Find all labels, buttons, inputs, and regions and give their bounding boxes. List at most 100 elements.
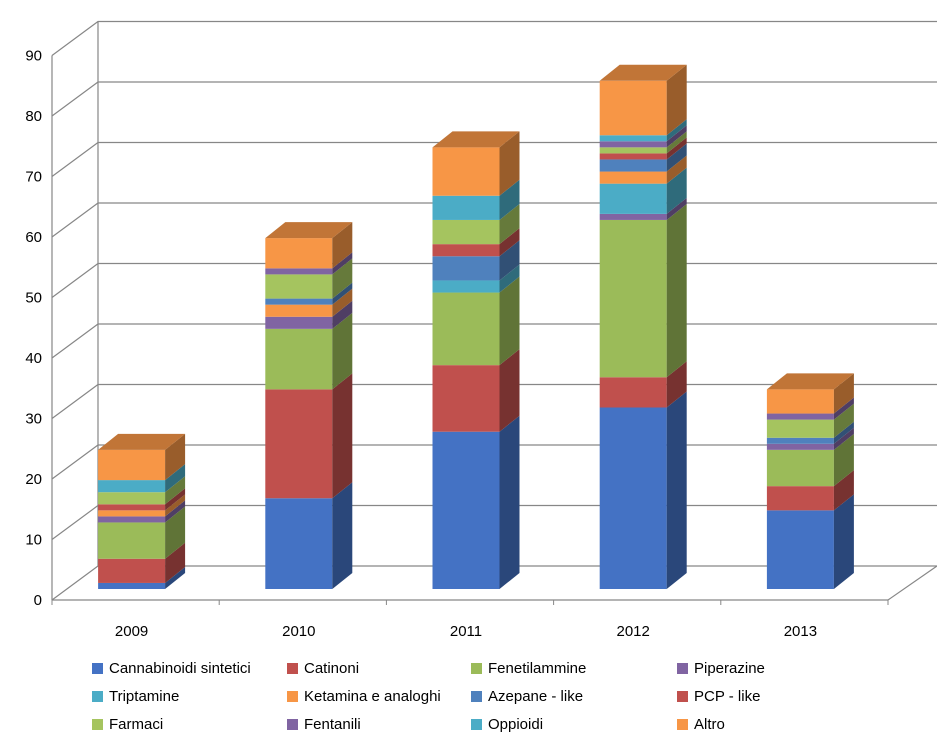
bar-segment (432, 431, 500, 589)
legend-item: Farmaci (92, 714, 163, 734)
bar-segment-side (833, 494, 854, 589)
bar-segment-side (332, 258, 353, 299)
bar-top-face (265, 222, 353, 239)
bar-top-face (432, 131, 520, 148)
legend-swatch (287, 662, 298, 674)
bar-segment (599, 213, 667, 220)
bar-segment (98, 449, 166, 481)
bar-segment (599, 183, 667, 214)
legend-item: Azepane - like (471, 686, 583, 706)
legend-label: Piperazine (694, 659, 765, 677)
bar-segment-side (499, 276, 520, 366)
bar-segment-side (165, 500, 186, 523)
y-tick-label: 60 (25, 229, 42, 246)
bar-segment (432, 256, 500, 281)
bar-segment-side (666, 64, 687, 136)
bar-segment (265, 328, 333, 390)
bar-segment-side (332, 312, 353, 390)
y-tick-label: 80 (25, 108, 42, 125)
legend-item: Fenetilammine (471, 658, 586, 678)
bar-segment-side (165, 476, 186, 505)
y-tick-label: 70 (25, 169, 42, 186)
bar-top-face (766, 373, 854, 390)
bar-segment-side (666, 361, 687, 408)
legend-label: Catinoni (304, 659, 360, 677)
x-tick-label: 2011 (450, 623, 482, 640)
bar-segment (265, 298, 333, 305)
bar-segment (98, 492, 166, 505)
bar-segment (766, 419, 834, 438)
bar-segment-side (165, 464, 186, 493)
bar-segment-side (833, 403, 854, 438)
legend-item: Piperazine (677, 658, 765, 678)
bar-segment-side (499, 264, 520, 293)
legend-label: Cannabinoidi sintetici (109, 659, 251, 677)
bar-segment-side (666, 167, 687, 214)
bar-segment-side (833, 427, 854, 450)
bar-segment-side (499, 131, 520, 196)
bar-segment-side (332, 373, 353, 499)
bar-segment (599, 153, 667, 160)
legend-label: Oppioidi (488, 715, 544, 733)
y-tick-label: 90 (25, 48, 42, 65)
floor-right-edge (887, 565, 937, 601)
y-tick-label: 30 (25, 411, 42, 428)
bar-segment (265, 304, 333, 317)
bar-segment-side (165, 542, 186, 583)
legend-swatch (677, 718, 688, 730)
bar-segment-side (666, 125, 687, 148)
legend-item: Cannabinoidi sintetici (92, 658, 251, 678)
bar-segment (432, 280, 500, 293)
bar-segment (766, 486, 834, 511)
legend-swatch (287, 690, 298, 702)
bar-segment-side (666, 131, 687, 154)
bar-segment (98, 480, 166, 493)
bar-segment (98, 504, 166, 511)
legend-item: Catinoni (287, 658, 359, 678)
legend-label: PCP - like (694, 687, 761, 705)
y-tick-label: 10 (25, 532, 42, 549)
legend-swatch (471, 718, 482, 730)
legend-swatch (287, 718, 298, 730)
legend-swatch (471, 662, 482, 674)
bar-segment (98, 516, 166, 523)
bar-segment (265, 389, 333, 499)
bar-segment (265, 498, 333, 589)
bar-segment (265, 316, 333, 329)
legend-label: Fentanili (304, 715, 361, 733)
legend-label: Triptamine (109, 687, 180, 705)
legend-item: Ketamina e analoghi (287, 686, 441, 706)
x-tick-label: 2013 (784, 623, 817, 640)
bar-segment (98, 582, 166, 589)
bar-segment (432, 365, 500, 432)
bar-segment (599, 159, 667, 172)
bar-segment-side (666, 155, 687, 184)
bar-segment-side (833, 373, 854, 414)
bar-segment (432, 292, 500, 366)
bar-segment (599, 141, 667, 148)
x-tick-label: 2010 (282, 623, 315, 640)
bar-segment (98, 510, 166, 517)
bar-segment (599, 147, 667, 154)
x-tick-label: 2012 (617, 623, 650, 640)
legend-label: Ketamina e analoghi (304, 687, 441, 705)
axes: 0 10 20 30 40 50 60 70 80 90 2009 2010 2011 2012 2013 (25, 48, 889, 640)
bars (98, 64, 854, 589)
bar-segment (265, 268, 333, 275)
bar-segment-side (499, 203, 520, 245)
legend-swatch (471, 690, 482, 702)
legend-swatch (92, 718, 103, 730)
bar-segment (599, 80, 667, 136)
bar-segment-side (499, 228, 520, 257)
bar-segment-side (332, 482, 353, 589)
gridline (51, 81, 937, 117)
bar-segment-side (833, 433, 854, 487)
bar-segment-side (165, 494, 186, 517)
bar-segment (98, 522, 166, 559)
bar-segment (766, 443, 834, 450)
bar-segment-side (833, 470, 854, 511)
legend-swatch (677, 662, 688, 674)
bar-segment-side (666, 203, 687, 378)
gridlines (51, 20, 937, 601)
bar-segment-side (666, 119, 687, 142)
